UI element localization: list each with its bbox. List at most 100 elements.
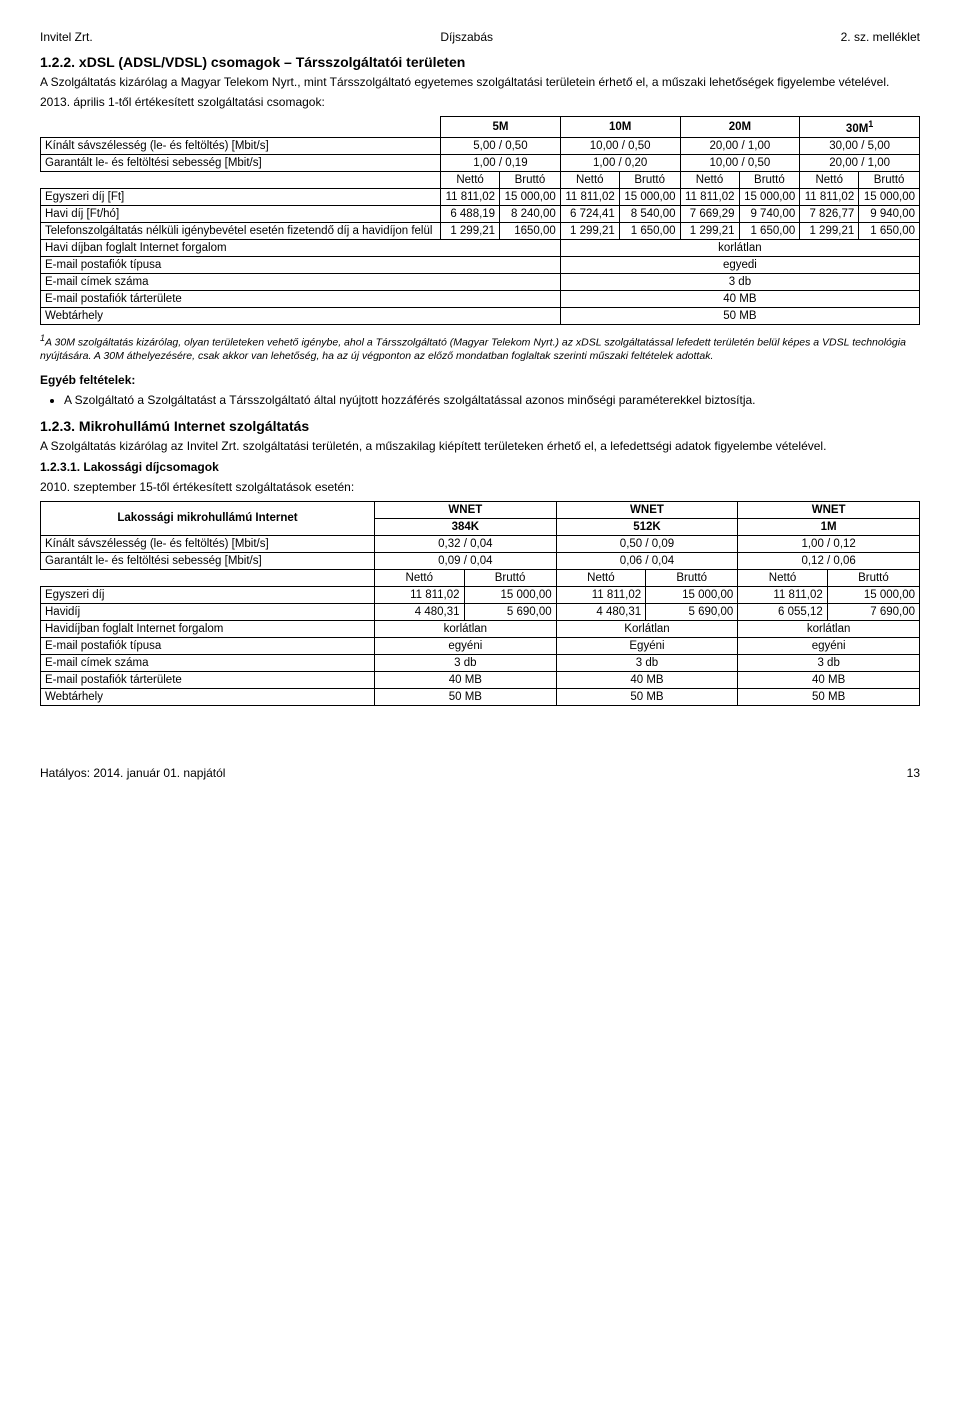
cell: Bruttó — [859, 172, 920, 189]
cell: 11 811,02 — [375, 586, 465, 603]
cell: 20,00 / 1,00 — [680, 138, 800, 155]
row-label: E-mail postafiók típusa — [41, 257, 561, 274]
cell: 6 724,41 — [560, 206, 619, 223]
row-label: E-mail címek száma — [41, 654, 375, 671]
cell: 6 488,19 — [441, 206, 500, 223]
section-1-p2: 2013. április 1-től értékesített szolgál… — [40, 94, 920, 110]
egyeb-list: A Szolgáltató a Szolgáltatást a Társszol… — [40, 392, 920, 408]
header-left: Invitel Zrt. — [40, 30, 93, 44]
page-header: Invitel Zrt. Díjszabás 2. sz. melléklet — [40, 30, 920, 44]
row-label: Havidíjban foglalt Internet forgalom — [41, 620, 375, 637]
row-label: Webtárhely — [41, 308, 561, 325]
cell: Nettó — [800, 172, 859, 189]
cell: Bruttó — [619, 172, 680, 189]
cell: Bruttó — [739, 172, 800, 189]
table-row: Nettó Bruttó Nettó Bruttó Nettó Bruttó N… — [41, 172, 920, 189]
table-row: Havidíjban foglalt Internet forgalom kor… — [41, 620, 920, 637]
cell: 11 811,02 — [738, 586, 828, 603]
cell: 1 650,00 — [739, 223, 800, 240]
cell: 15 000,00 — [859, 189, 920, 206]
table-row: Nettó Bruttó Nettó Bruttó Nettó Bruttó — [41, 569, 920, 586]
row-label: Havi díj [Ft/hó] — [41, 206, 441, 223]
cell: 50 MB — [556, 688, 738, 705]
table-row: Webtárhely 50 MB 50 MB 50 MB — [41, 688, 920, 705]
col-header: WNET — [556, 501, 738, 518]
col-header: WNET — [738, 501, 920, 518]
header-center: Díjszabás — [440, 30, 493, 44]
table-row: Lakossági mikrohullámú Internet WNET WNE… — [41, 501, 920, 518]
cell: 1 299,21 — [680, 223, 739, 240]
table-row: E-mail postafiók típusa egyéni Egyéni eg… — [41, 637, 920, 654]
cell: 10,00 / 0,50 — [560, 138, 680, 155]
cell: 40 MB — [560, 291, 919, 308]
cell: 50 MB — [560, 308, 919, 325]
section-2-p1: A Szolgáltatás kizárólag az Invitel Zrt.… — [40, 438, 920, 454]
footnote: 1A 30M szolgáltatás kizárólag, olyan ter… — [40, 333, 920, 364]
table-row: Garantált le- és feltöltési sebesség [Mb… — [41, 155, 920, 172]
cell: 3 db — [738, 654, 920, 671]
table-row: Garantált le- és feltöltési sebesség [Mb… — [41, 552, 920, 569]
table-row: Kínált sávszélesség (le- és feltöltés) [… — [41, 535, 920, 552]
row-label: Telefonszolgáltatás nélküli igénybevétel… — [41, 223, 441, 240]
cell: 0,50 / 0,09 — [556, 535, 738, 552]
cell: korlátlan — [375, 620, 557, 637]
table-row: Telefonszolgáltatás nélküli igénybevétel… — [41, 223, 920, 240]
cell: 3 db — [560, 274, 919, 291]
row-label: E-mail postafiók tárterülete — [41, 671, 375, 688]
col-header: 5M — [441, 117, 561, 138]
xdsl-table: 5M 10M 20M 30M1 Kínált sávszélesség (le-… — [40, 116, 920, 325]
footer-left: Hatályos: 2014. január 01. napjától — [40, 766, 225, 780]
cell: 6 055,12 — [738, 603, 828, 620]
cell: 15 000,00 — [827, 586, 919, 603]
cell: Bruttó — [500, 172, 561, 189]
cell: Nettó — [560, 172, 619, 189]
row-label: E-mail postafiók típusa — [41, 637, 375, 654]
cell: 40 MB — [556, 671, 738, 688]
cell: 8 540,00 — [619, 206, 680, 223]
table-row: E-mail postafiók típusa egyedi — [41, 257, 920, 274]
row-label: Webtárhely — [41, 688, 375, 705]
cell: 40 MB — [375, 671, 557, 688]
table-row: Kínált sávszélesség (le- és feltöltés) [… — [41, 138, 920, 155]
cell: 8 240,00 — [500, 206, 561, 223]
cell: 1 650,00 — [619, 223, 680, 240]
cell: Nettó — [375, 569, 465, 586]
row-label: Kínált sávszélesség (le- és feltöltés) [… — [41, 138, 441, 155]
cell: 5 690,00 — [464, 603, 556, 620]
cell: 50 MB — [738, 688, 920, 705]
table-row: E-mail postafiók tárterülete 40 MB 40 MB… — [41, 671, 920, 688]
table-row: E-mail postafiók tárterülete 40 MB — [41, 291, 920, 308]
cell: 20,00 / 1,00 — [800, 155, 920, 172]
row-label: Egyszeri díj [Ft] — [41, 189, 441, 206]
row-label: E-mail postafiók tárterülete — [41, 291, 561, 308]
cell: 7 690,00 — [827, 603, 919, 620]
cell: 7 826,77 — [800, 206, 859, 223]
cell: 50 MB — [375, 688, 557, 705]
col-header: 20M — [680, 117, 800, 138]
section-2-p2: 2010. szeptember 15-től értékesített szo… — [40, 479, 920, 495]
cell: 1 650,00 — [859, 223, 920, 240]
cell: korlátlan — [738, 620, 920, 637]
cell: 15 000,00 — [619, 189, 680, 206]
cell: Nettó — [680, 172, 739, 189]
cell: 15 000,00 — [646, 586, 738, 603]
cell: 3 db — [556, 654, 738, 671]
cell: Nettó — [738, 569, 828, 586]
cell: 5 690,00 — [646, 603, 738, 620]
row-label: Garantált le- és feltöltési sebesség [Mb… — [41, 552, 375, 569]
list-item: A Szolgáltató a Szolgáltatást a Társszol… — [64, 392, 920, 408]
cell: 11 811,02 — [556, 586, 646, 603]
cell: korlátlan — [560, 240, 919, 257]
table-row: Egyszeri díj 11 811,02 15 000,00 11 811,… — [41, 586, 920, 603]
cell: 1 299,21 — [560, 223, 619, 240]
cell: 3 db — [375, 654, 557, 671]
table-row: E-mail címek száma 3 db 3 db 3 db — [41, 654, 920, 671]
col-header: 30M1 — [800, 117, 920, 138]
cell: Bruttó — [464, 569, 556, 586]
cell: 5,00 / 0,50 — [441, 138, 561, 155]
cell: egyéni — [738, 637, 920, 654]
cell: 1650,00 — [500, 223, 561, 240]
cell: egyedi — [560, 257, 919, 274]
table-row: E-mail címek száma 3 db — [41, 274, 920, 291]
cell: 9 940,00 — [859, 206, 920, 223]
